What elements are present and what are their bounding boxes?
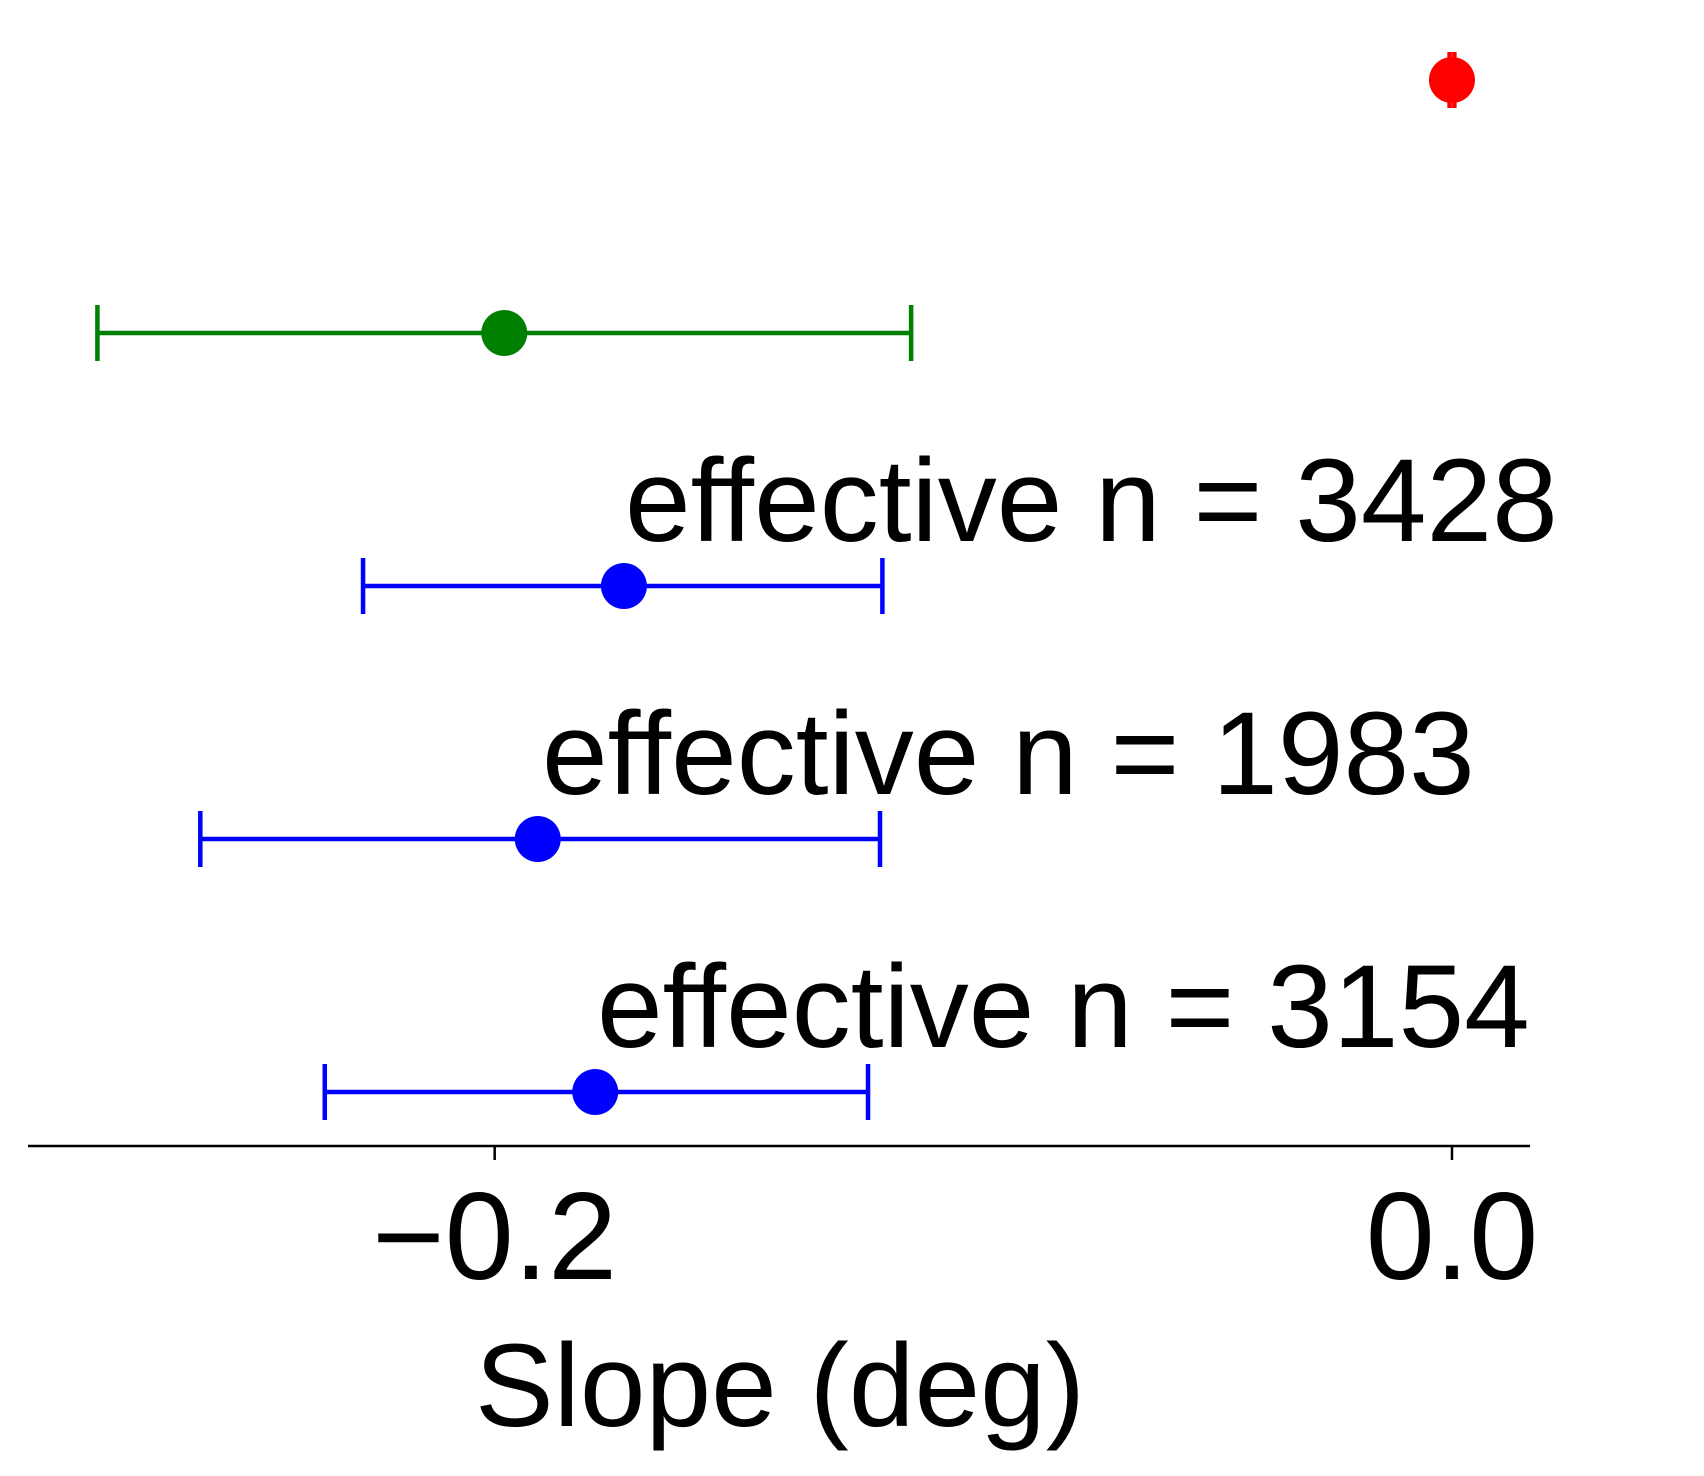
forest-row: effective n = 1983 bbox=[198, 688, 1475, 867]
effective-n-label: effective n = 3428 bbox=[625, 435, 1558, 567]
estimate-point bbox=[481, 310, 528, 356]
x-ticks: −0.2 0.0 bbox=[372, 1146, 1538, 1306]
effective-n-label: effective n = 3154 bbox=[597, 941, 1530, 1073]
estimate-point bbox=[514, 816, 561, 862]
estimate-point bbox=[600, 563, 647, 609]
rows-layer: effective n = 3428 effective n = 1983 effe… bbox=[95, 52, 1558, 1120]
forest-row: effective n = 3428 bbox=[360, 435, 1558, 614]
estimate-point bbox=[1428, 57, 1475, 103]
x-tick-label: −0.2 bbox=[372, 1168, 617, 1306]
forest-row bbox=[95, 305, 914, 361]
effective-n-label: effective n = 1983 bbox=[542, 688, 1475, 820]
estimate-point bbox=[572, 1069, 619, 1115]
x-tick-label: 0.0 bbox=[1366, 1168, 1538, 1306]
x-axis-label: Slope (deg) bbox=[475, 1320, 1085, 1452]
forest-row: effective n = 3154 bbox=[322, 941, 1530, 1120]
forest-row bbox=[1428, 52, 1475, 108]
